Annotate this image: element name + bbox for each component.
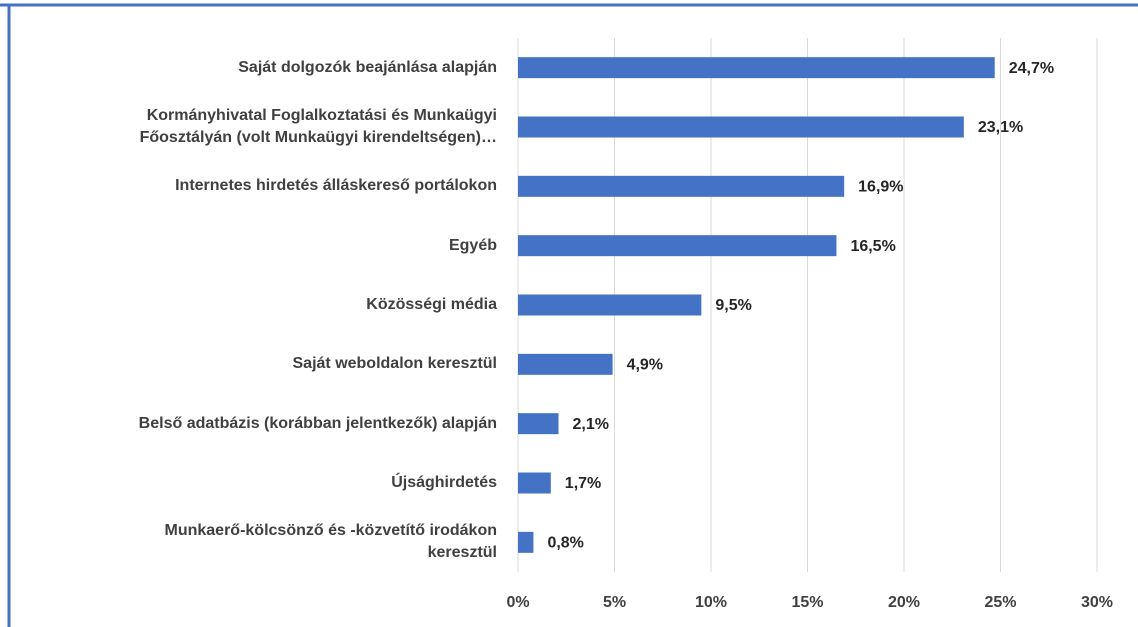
bar xyxy=(518,472,551,494)
value-label: 4,9% xyxy=(627,357,663,374)
category-label: Egyéb xyxy=(448,236,497,254)
bar xyxy=(518,175,845,197)
bar xyxy=(518,531,534,553)
bar xyxy=(518,353,613,375)
bar xyxy=(518,116,964,138)
category-label: Saját weboldalon keresztül xyxy=(292,355,498,373)
value-label: 16,5% xyxy=(850,238,895,255)
category-label: Internetes hirdetés álláskereső portálok… xyxy=(175,177,497,195)
value-label: 0,8% xyxy=(547,535,583,552)
category-label: Saját dolgozók beajánlása alapján xyxy=(238,58,497,76)
x-tick-label: 5% xyxy=(603,594,626,611)
category-label: Újsághirdetés xyxy=(391,474,497,491)
category-label: Kormányhivatal Foglalkoztatási és Munkaü… xyxy=(139,107,497,146)
value-label: 1,7% xyxy=(565,475,601,492)
bar xyxy=(518,235,837,257)
x-tick-label: 25% xyxy=(984,594,1016,611)
bar xyxy=(518,413,559,435)
value-label: 2,1% xyxy=(573,416,609,433)
value-label: 16,9% xyxy=(858,179,903,196)
x-tick-label: 20% xyxy=(888,594,920,611)
x-tick-label: 0% xyxy=(506,594,529,611)
bar xyxy=(518,294,702,316)
value-label: 9,5% xyxy=(715,297,751,314)
category-label: Közösségi média xyxy=(366,296,497,313)
x-tick-label: 30% xyxy=(1081,594,1113,611)
bar xyxy=(518,57,995,79)
value-label: 24,7% xyxy=(1009,60,1054,77)
value-label: 23,1% xyxy=(978,119,1023,136)
category-label: Munkaerő-kölcsönző és -közvetítő irodáko… xyxy=(164,522,498,562)
x-tick-label: 15% xyxy=(791,594,823,611)
category-label: Belső adatbázis (korábban jelentkezők) a… xyxy=(138,414,497,432)
x-tick-label: 10% xyxy=(695,594,727,611)
